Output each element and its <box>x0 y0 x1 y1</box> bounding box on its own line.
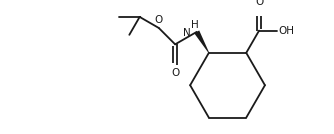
Text: OH: OH <box>278 26 294 36</box>
Text: N: N <box>183 28 190 38</box>
Text: O: O <box>155 15 163 25</box>
Text: H: H <box>191 20 199 30</box>
Text: O: O <box>255 0 263 8</box>
Text: O: O <box>171 68 179 78</box>
Polygon shape <box>194 30 209 53</box>
